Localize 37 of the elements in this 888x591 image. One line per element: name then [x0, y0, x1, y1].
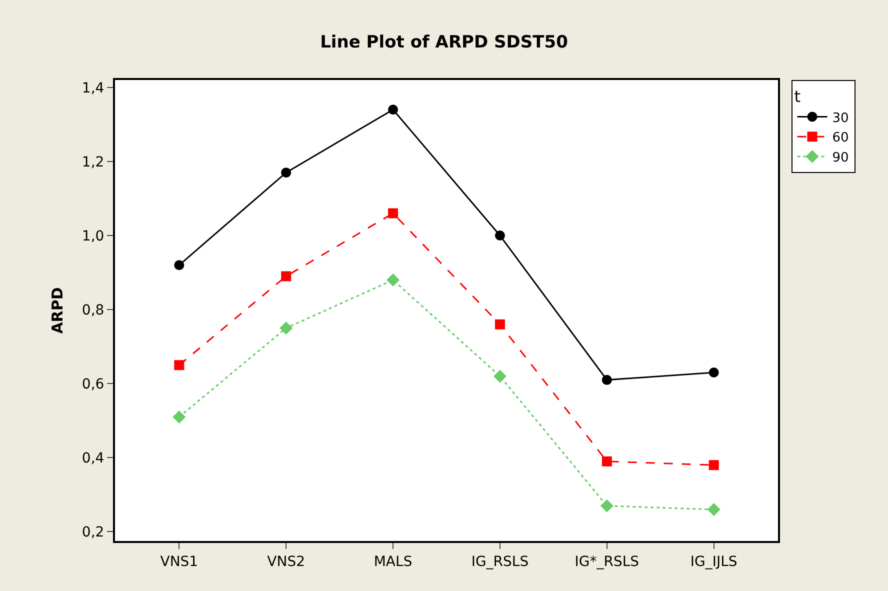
point: [602, 456, 612, 466]
point: [493, 370, 506, 383]
point: [174, 260, 184, 270]
x-tick-label: IG_IJLS: [690, 554, 738, 570]
legend-title: t: [794, 86, 801, 106]
point: [388, 208, 398, 218]
y-tick-label: 0,6: [82, 376, 104, 393]
point: [281, 271, 292, 282]
point: [494, 319, 505, 330]
point: [707, 503, 720, 516]
point: [600, 499, 614, 512]
point: [708, 460, 719, 470]
legend-label: 90: [832, 150, 849, 166]
point: [494, 230, 505, 241]
y-axis-title: ARPD: [48, 287, 67, 334]
point: [281, 168, 292, 178]
point: [172, 410, 186, 424]
point: [280, 322, 293, 335]
y-tick-label: 1,0: [82, 228, 104, 244]
y-tick-label: 1,4: [82, 80, 104, 96]
x-tick-label: IG_RSLS: [471, 554, 529, 570]
x-tick-label: VNS1: [160, 554, 198, 570]
legend-label: 30: [832, 110, 849, 126]
x-tick-label: IG*_RSLS: [574, 554, 640, 570]
y-tick-label: 0,4: [82, 450, 104, 467]
point: [174, 360, 184, 370]
y-tick-label: 1,2: [82, 154, 104, 170]
y-tick-label: 0,2: [82, 524, 104, 541]
y-tick-label: 0,8: [82, 302, 104, 318]
chart-title: Line Plot of ARPD SDST50: [320, 32, 568, 52]
point: [602, 374, 612, 385]
point: [708, 368, 719, 378]
legend-label: 60: [832, 130, 849, 146]
x-tick-label: VNS2: [267, 554, 306, 570]
point: [386, 273, 400, 286]
x-tick-label: MALS: [374, 554, 412, 570]
point: [388, 104, 398, 115]
